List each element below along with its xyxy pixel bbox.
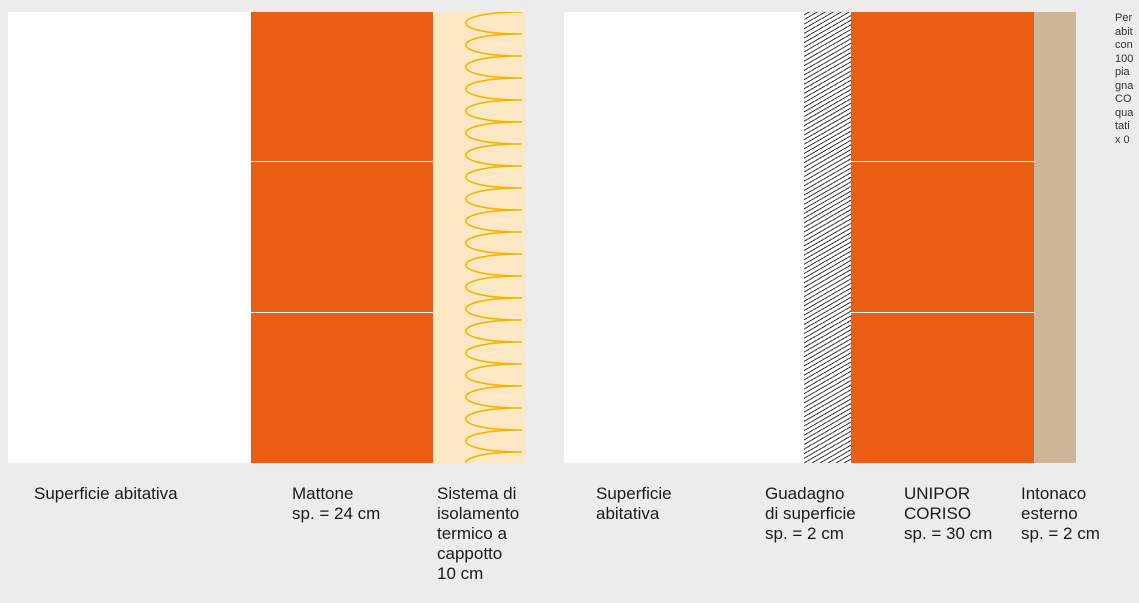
- label-line: Superficie abitativa: [34, 484, 178, 503]
- insulation-layer: [433, 12, 526, 463]
- left-living-area: [8, 12, 251, 463]
- label-line: cappotto: [437, 544, 503, 563]
- side-note-line: tati: [1115, 120, 1130, 132]
- right-living-area: [564, 12, 804, 463]
- insulation-wave-line: [464, 12, 523, 463]
- label-line: isolamento: [437, 504, 520, 523]
- label-line: abitativa: [596, 504, 660, 523]
- side-note: Per abit con 100 pia gna CO qua tati x 0: [1115, 12, 1139, 147]
- side-note-line: abit: [1115, 25, 1133, 38]
- label-line: sp. = 2 cm: [1021, 524, 1100, 543]
- external-plaster-layer: [1034, 12, 1076, 463]
- mortar-joint: [851, 161, 1034, 162]
- external-plaster-label: Intonaco esterno sp. = 2 cm: [1021, 484, 1100, 544]
- mortar-joint: [251, 161, 433, 162]
- label-line: Intonaco: [1021, 484, 1087, 503]
- label-line: sp. = 30 cm: [904, 524, 993, 543]
- label-line: 10 cm: [437, 564, 484, 583]
- label-line: Guadagno: [765, 484, 845, 503]
- unipor-coriso-label: UNIPOR CORISO sp. = 30 cm: [904, 484, 992, 544]
- right-living-area-label: Superficie abitativa: [596, 484, 672, 524]
- surface-gain-layer: [804, 12, 851, 463]
- side-note-line: CO: [1115, 93, 1132, 105]
- label-line: UNIPOR: [904, 484, 971, 503]
- label-line: di superficie: [765, 504, 856, 523]
- label-line: esterno: [1021, 504, 1078, 523]
- left-living-area-label: Superficie abitativa: [34, 484, 178, 504]
- label-line: CORISO: [904, 504, 972, 523]
- side-note-line: gna: [1115, 79, 1134, 92]
- side-note-line: pia: [1115, 66, 1130, 78]
- unipor-coriso-block: [851, 12, 1034, 463]
- insulation-wave: [464, 12, 523, 463]
- left-brick-wall: [251, 12, 433, 463]
- side-note-line: x 0: [1115, 133, 1130, 146]
- side-note-line: 100: [1115, 52, 1134, 65]
- label-line: termico a: [437, 524, 507, 543]
- label-line: sp. = 2 cm: [765, 524, 844, 543]
- side-note-line: qua: [1115, 106, 1134, 119]
- brick-label: Mattone sp. = 24 cm: [292, 484, 380, 524]
- surface-gain-label: Guadagno di superficie sp. = 2 cm: [765, 484, 856, 544]
- label-line: sp. = 24 cm: [292, 504, 381, 523]
- insulation-label: Sistema di isolamento termico a cappotto…: [437, 484, 519, 584]
- mortar-joint: [851, 312, 1034, 313]
- label-line: Superficie: [596, 484, 672, 503]
- side-note-line: con: [1115, 39, 1133, 51]
- side-note-line: Per: [1115, 12, 1133, 24]
- label-line: Mattone: [292, 484, 354, 503]
- mortar-joint: [251, 312, 433, 313]
- label-line: Sistema di: [437, 484, 517, 503]
